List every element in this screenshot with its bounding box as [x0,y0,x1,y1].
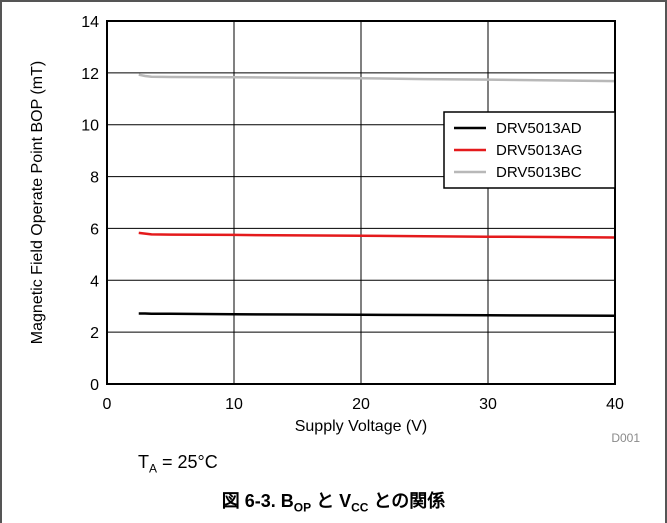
legend-entry: DRV5013AG [496,142,582,159]
plot-area-frame [106,20,616,385]
caption-prefix: 図 6-3. B [221,491,294,511]
frame-top-border [0,0,667,2]
x-tick-label: 30 [479,396,497,413]
y-axis-label: Magnetic Field Operate Point BOP (mT) [29,61,46,344]
test-condition: TA = 25°C [138,452,218,476]
caption-subscript-cc: CC [351,500,369,515]
y-tick-label: 14 [81,14,99,31]
figure-caption: 図 6-3. BOP と VCC との関係 [0,487,667,515]
caption-subscript-op: OP [293,500,312,515]
legend-entry: DRV5013BC [496,164,582,181]
grid-lines [106,20,616,385]
y-tick-label: 6 [90,221,99,238]
y-tick-label: 10 [81,118,99,135]
condition-subscript: A [149,461,158,476]
condition-symbol: T [138,452,149,472]
y-tick-label: 4 [90,273,99,290]
y-tick-label: 12 [81,66,99,83]
frame-left-border [0,0,2,523]
series-lines [138,73,616,318]
x-tick-label: 40 [606,396,624,413]
frame-right-border [665,0,667,523]
series-line-drv5013bc [138,73,616,83]
caption-suffix: との関係 [368,491,446,511]
figure-code: D001 [611,431,640,445]
x-tick-label: 0 [103,396,112,413]
y-tick-label: 8 [90,170,99,187]
x-tick-label: 10 [225,396,243,413]
series-line-drv5013ag [138,231,616,239]
series-line-drv5013ad [138,312,616,318]
legend-entry: DRV5013AD [496,120,582,137]
x-tick-label: 20 [352,396,370,413]
y-tick-label: 2 [90,325,99,342]
tick-labels: 0 10 20 30 40 0 2 4 6 8 10 12 14 [81,14,624,413]
y-tick-label: 0 [90,377,99,394]
legend: DRV5013AD DRV5013AG DRV5013BC [443,111,616,189]
x-axis-label: Supply Voltage (V) [295,418,428,435]
condition-value: = 25°C [157,452,218,472]
caption-middle: と V [311,491,352,511]
